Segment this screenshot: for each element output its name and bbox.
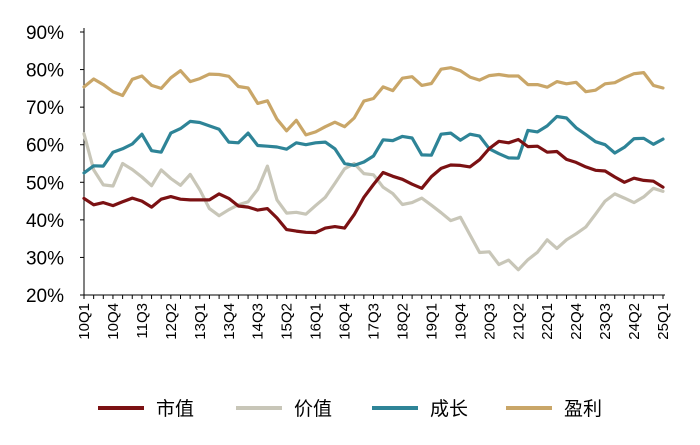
x-tick-label: 13Q4 [221, 303, 238, 340]
y-tick-label: 70% [26, 98, 64, 119]
x-tick-label: 25Q1 [655, 303, 672, 340]
y-tick-label: 80% [26, 61, 64, 82]
x-tick-label: 24Q2 [626, 303, 643, 340]
series-line-0 [82, 137, 665, 235]
x-tick-label: 16Q4 [337, 303, 354, 340]
x-tick-label: 10Q4 [105, 303, 122, 340]
series-line-3 [82, 66, 665, 137]
x-tick-label: 12Q2 [163, 303, 180, 340]
legend-label: 成长 [430, 398, 468, 420]
series-line-1 [82, 132, 665, 272]
x-tick-label: 22Q4 [568, 303, 585, 340]
series-line-2 [82, 114, 665, 175]
legend-label: 市值 [156, 398, 194, 420]
y-tick-label: 20% [26, 286, 64, 307]
x-tick-label: 10Q1 [76, 303, 93, 340]
y-tick-label: 50% [26, 173, 64, 194]
x-tick-label: 17Q3 [366, 303, 383, 340]
series-layer [82, 66, 665, 272]
y-tick-label: 90% [26, 23, 64, 44]
legend-label: 价值 [294, 398, 332, 420]
legend-label: 盈利 [564, 398, 602, 420]
y-tick-label: 60% [26, 136, 64, 157]
x-tick-label: 14Q3 [250, 303, 267, 340]
x-tick-label: 23Q3 [597, 303, 614, 340]
x-tick-label: 20Q3 [481, 303, 498, 340]
x-tick-label: 19Q4 [452, 303, 469, 340]
y-axis-tick-labels: 20% 30% 40% 50% 60% 70% 80% 90% [26, 23, 64, 307]
x-tick-label: 13Q1 [192, 303, 209, 340]
x-tick-label: 11Q3 [134, 303, 151, 339]
x-tick-label: 22Q1 [539, 303, 556, 340]
x-tick-label: 16Q1 [308, 303, 325, 340]
x-tick-label: 21Q2 [510, 303, 527, 340]
x-tick-label: 19Q1 [423, 303, 440, 340]
y-tick-label: 30% [26, 248, 64, 269]
y-tick-label: 40% [26, 211, 64, 232]
x-tick-label: 15Q2 [279, 303, 296, 340]
x-axis-tick-labels: 10Q1 10Q4 11Q3 12Q2 13Q1 13Q4 14Q3 15Q2 16Q1 16Q4… [76, 303, 672, 340]
chart-axes [80, 28, 665, 299]
x-tick-label: 18Q2 [394, 303, 411, 340]
legend: 市值 价值 成长 盈利 [98, 398, 602, 420]
